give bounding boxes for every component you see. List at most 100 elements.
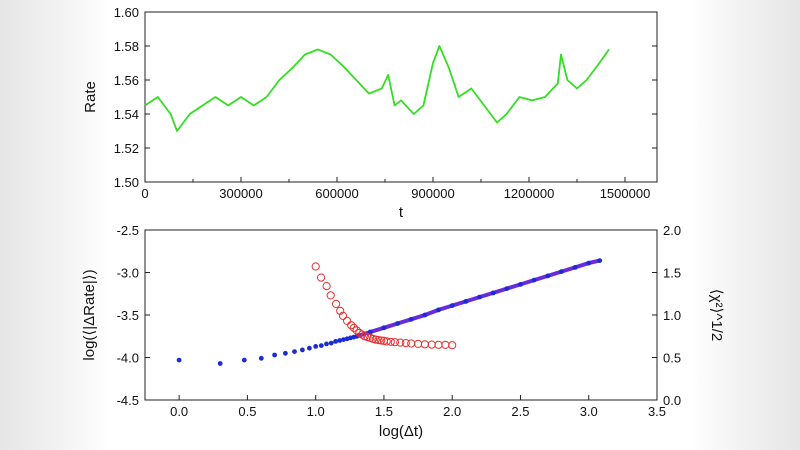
bottom-y2-tick-label: 1.0 [663, 308, 681, 323]
delta-rate-point [586, 260, 592, 266]
delta-rate-point [318, 343, 324, 348]
bottom-y-tick-label: -4.0 [117, 351, 139, 366]
delta-rate-point [545, 273, 551, 279]
bottom-x-tick-label: 3.0 [580, 404, 598, 419]
delta-rate-point [395, 321, 400, 326]
delta-rate-point [333, 339, 338, 344]
top-series-group [144, 45, 610, 132]
chi-square-point [386, 337, 395, 346]
bottom-y2-tick-label: 1.5 [663, 266, 681, 281]
chi-square-point [374, 336, 383, 345]
delta-rate-point [258, 355, 264, 361]
top-chart: 0 300000 600000 900000 1200000 1500000 1.50 1.5… [82, 5, 658, 221]
bottom-x-tick-label: 0.0 [170, 404, 188, 419]
chi-square-point [371, 335, 380, 344]
chi-square-point [401, 339, 410, 348]
top-x-tick-label: 900000 [411, 186, 454, 201]
rate-series-line [144, 45, 610, 132]
delta-rate-point [292, 349, 297, 354]
bottom-y-tick-label: -2.5 [117, 223, 139, 238]
bottom-y2-tick-label: 0.5 [663, 351, 681, 366]
delta-rate-point [324, 341, 329, 347]
delta-rate-point [300, 347, 305, 353]
delta-rate-point [436, 307, 441, 313]
top-x-tick-label: 1200000 [504, 186, 555, 201]
delta-rate-point [241, 357, 247, 363]
top-x-tick-label: 300000 [219, 186, 262, 201]
chi-square-point [390, 338, 399, 347]
chi-square-point [382, 337, 391, 346]
delta-rate-point [354, 333, 360, 339]
top-y-tick-label: 1.50 [114, 175, 139, 190]
delta-rate-point [307, 345, 312, 351]
top-y-axis-label: Rate [82, 81, 99, 113]
delta-rate-point [597, 258, 603, 263]
delta-rate-point [337, 338, 343, 343]
bottom-x-tick-label: 1.0 [307, 404, 325, 419]
chi-square-point [311, 262, 320, 271]
delta-rate-point [272, 352, 277, 358]
delta-rate-point [449, 303, 455, 308]
delta-rate-point [381, 325, 387, 331]
bottom-x-tick-label: 1.5 [375, 404, 393, 419]
chi-square-point [317, 273, 326, 282]
delta-rate-point [518, 282, 523, 287]
bottom-plot-frame [144, 229, 658, 401]
chi-square-point [332, 299, 341, 308]
bottom-x-tick-label: 2.5 [511, 404, 529, 419]
top-y-tick-label: 1.58 [114, 39, 139, 54]
delta-rate-point [341, 337, 346, 342]
bottom-y2-tick-label: 0.0 [663, 393, 681, 408]
chi-square-point [322, 282, 331, 291]
bottom-y-axis-label: log(⟨|ΔRate|⟩) [81, 269, 98, 360]
delta-rate-point [477, 294, 482, 300]
delta-rate-point [559, 269, 564, 274]
bottom-x-tick-label: 0.5 [238, 404, 256, 419]
bottom-x-axis-label: log(Δt) [379, 423, 423, 440]
top-y-tick-label: 1.60 [114, 5, 139, 20]
top-x-tick-label: 1500000 [600, 186, 651, 201]
chi-square-point [448, 341, 457, 350]
delta-rate-point [367, 329, 373, 335]
chi-square-point [338, 311, 348, 320]
chi-square-point [396, 338, 405, 347]
top-x-axis-label: t [399, 204, 404, 221]
chi-square-point [326, 291, 335, 300]
delta-rate-point [572, 265, 578, 270]
bottom-y-tick-label: -3.0 [117, 266, 139, 281]
top-x-tick-label: 600000 [315, 186, 358, 201]
bottom-y2-tick-label: 2.0 [663, 223, 681, 238]
bottom-y-tick-label: -4.5 [117, 393, 139, 408]
delta-rate-point [176, 357, 182, 363]
bottom-y-tick-label: -3.5 [117, 308, 139, 323]
bottom-x-tick-label: 3.5 [648, 404, 666, 419]
chi-square-point [349, 323, 358, 332]
bottom-series-group [176, 258, 603, 366]
bottom-y2-axis-label: ⟨χ²⟩^1/2 [708, 289, 725, 341]
delta-rate-point [531, 277, 537, 283]
delta-rate-point [313, 344, 319, 349]
bottom-x-tick-label: 2.0 [443, 404, 461, 419]
top-axis-ticks: 0 300000 600000 900000 1200000 1500000 1.50 1.5… [114, 5, 657, 201]
delta-rate-point [463, 299, 469, 304]
delta-rate-point [328, 340, 334, 346]
chi-square-point [343, 316, 352, 325]
top-plot-frame [144, 11, 658, 183]
delta-rate-point [490, 290, 496, 296]
top-y-tick-label: 1.54 [114, 107, 139, 122]
delta-rate-point [422, 312, 428, 318]
delta-rate-point [283, 350, 288, 356]
delta-rate-point [217, 361, 223, 366]
delta-rate-point [504, 286, 510, 291]
top-y-tick-label: 1.56 [114, 73, 139, 88]
chi-square-point [336, 306, 345, 315]
delta-rate-point [408, 316, 414, 322]
chi-square-point [347, 321, 356, 330]
top-x-tick-label: 0 [141, 186, 148, 201]
bottom-axis-ticks: 0.0 0.5 1.0 1.5 2.0 2.5 3.0 3.5 -4.5 -4.0 -3.5 -3.0… [117, 223, 681, 419]
top-y-tick-label: 1.52 [114, 141, 139, 156]
chi-square-point [352, 326, 361, 335]
bottom-chart: 0.0 0.5 1.0 1.5 2.0 2.5 3.0 3.5 -4.5 -4.0 -3.5 -3.0… [81, 223, 725, 440]
chi-square-point [377, 336, 386, 345]
